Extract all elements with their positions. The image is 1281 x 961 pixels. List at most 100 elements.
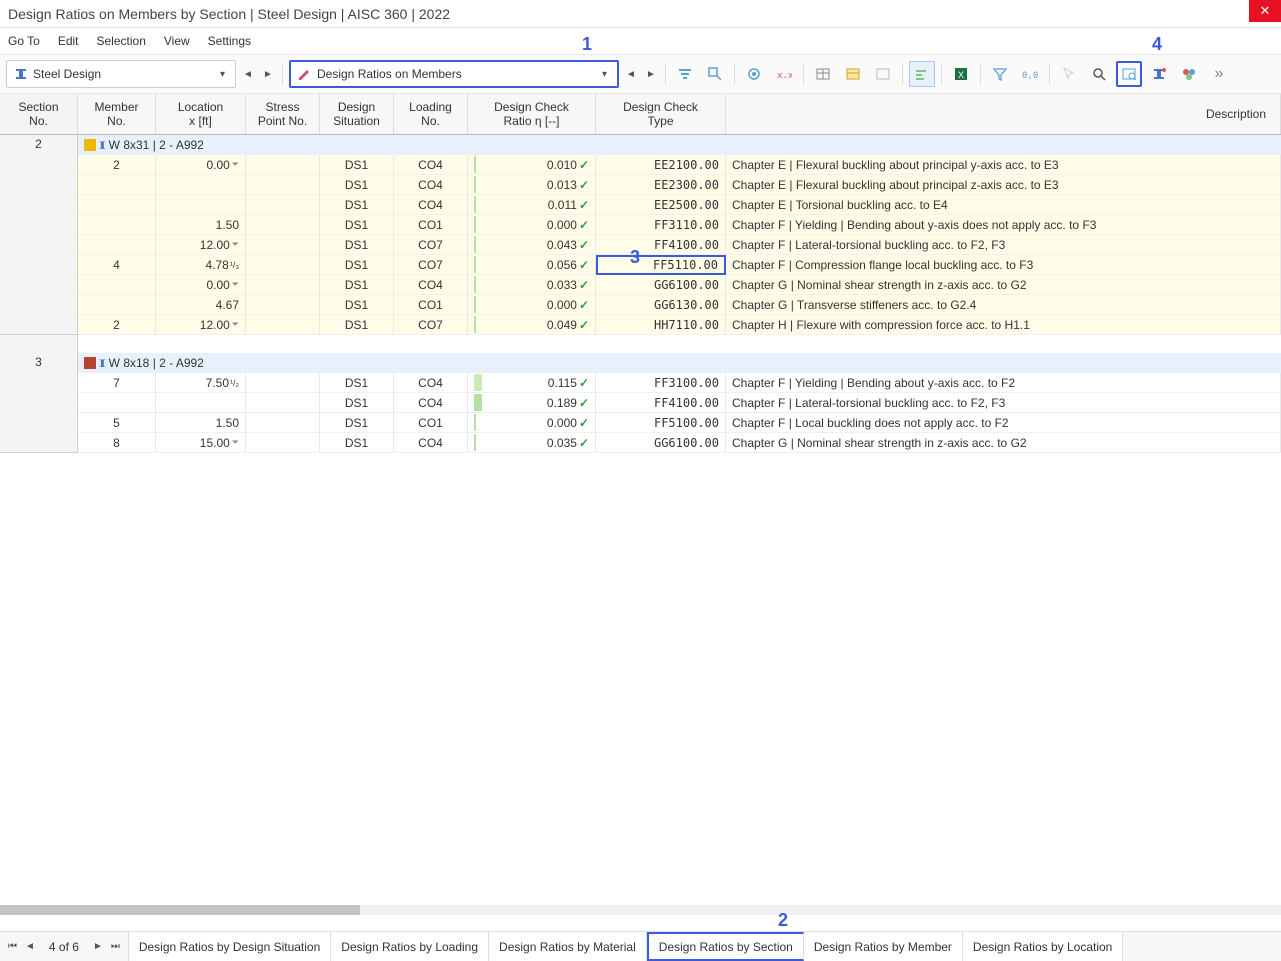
nav-last-button[interactable]: ⏭ xyxy=(109,939,122,954)
bottom-tab[interactable]: Design Ratios by Loading xyxy=(331,932,489,961)
module-next-button[interactable]: ► xyxy=(260,61,276,87)
table-row[interactable]: 44.78¹/₃DS1CO70.056✓FF5110.00Chapter F |… xyxy=(78,255,1281,275)
funnel-icon[interactable] xyxy=(987,61,1013,87)
details-icon[interactable] xyxy=(1116,61,1142,87)
table-prev-button[interactable]: ◄ xyxy=(623,61,639,87)
cell[interactable]: EE2500.00 xyxy=(596,195,726,215)
col-loading-header[interactable]: Loading No. xyxy=(394,94,468,134)
cell[interactable] xyxy=(246,175,320,195)
cell[interactable] xyxy=(156,195,246,215)
cell[interactable]: Chapter F | Yielding | Bending about y-a… xyxy=(726,215,1281,235)
horizontal-scrollbar[interactable] xyxy=(0,905,1281,915)
cell[interactable]: DS1 xyxy=(320,235,394,255)
cell[interactable]: 0.010✓ xyxy=(468,155,596,175)
section-id-cell[interactable]: 2 xyxy=(0,135,78,335)
cell[interactable]: CO7 xyxy=(394,235,468,255)
table-color-icon[interactable] xyxy=(840,61,866,87)
table-row[interactable]: DS1CO40.013✓EE2300.00Chapter E | Flexura… xyxy=(78,175,1281,195)
cell[interactable] xyxy=(78,175,156,195)
cell[interactable]: GG6130.00 xyxy=(596,295,726,315)
col-ds-header[interactable]: Design Situation xyxy=(320,94,394,134)
ratio-display-icon[interactable]: x.xx xyxy=(771,61,797,87)
cell[interactable]: 0.011✓ xyxy=(468,195,596,215)
table-row[interactable]: 77.50¹/₂DS1CO40.115✓FF3100.00Chapter F |… xyxy=(78,373,1281,393)
search-icon[interactable] xyxy=(1086,61,1112,87)
cell[interactable]: DS1 xyxy=(320,195,394,215)
cell[interactable]: Chapter F | Yielding | Bending about y-a… xyxy=(726,373,1281,393)
cell[interactable]: 5 xyxy=(78,413,156,433)
col-ratio-header[interactable]: Design Check Ratio η [--] xyxy=(468,94,596,134)
cell[interactable]: 0.033✓ xyxy=(468,275,596,295)
cell[interactable]: CO1 xyxy=(394,215,468,235)
cell[interactable]: 0.035✓ xyxy=(468,433,596,453)
table-row[interactable]: 12.00 ⏷DS1CO70.043✓FF4100.00Chapter F | … xyxy=(78,235,1281,255)
cell[interactable]: CO7 xyxy=(394,315,468,335)
colors-icon[interactable] xyxy=(1176,61,1202,87)
cursor-icon[interactable] xyxy=(1056,61,1082,87)
cell[interactable]: 7.50¹/₂ xyxy=(156,373,246,393)
cell[interactable]: 4 xyxy=(78,255,156,275)
cell[interactable] xyxy=(78,235,156,255)
table-row[interactable]: 0.00 ⏷DS1CO40.033✓GG6100.00Chapter G | N… xyxy=(78,275,1281,295)
cell[interactable]: 0.00 ⏷ xyxy=(156,275,246,295)
cell[interactable]: GG6100.00 xyxy=(596,433,726,453)
cell[interactable] xyxy=(246,195,320,215)
cell[interactable]: CO4 xyxy=(394,195,468,215)
cell[interactable]: Chapter F | Compression flange local buc… xyxy=(726,255,1281,275)
cell[interactable] xyxy=(78,393,156,413)
bottom-tab[interactable]: Design Ratios by Material xyxy=(489,932,647,961)
cell[interactable]: FF5100.00 xyxy=(596,413,726,433)
menu-view[interactable]: View xyxy=(164,34,190,48)
cell[interactable]: 15.00 ⏷ xyxy=(156,433,246,453)
cell[interactable] xyxy=(78,215,156,235)
scrollbar-thumb[interactable] xyxy=(0,905,360,915)
table-next-button[interactable]: ► xyxy=(643,61,659,87)
col-section-header[interactable]: Section No. xyxy=(0,94,78,134)
cell[interactable]: CO4 xyxy=(394,175,468,195)
cell[interactable]: Chapter E | Torsional buckling acc. to E… xyxy=(726,195,1281,215)
cell[interactable] xyxy=(246,433,320,453)
bottom-tab[interactable]: Design Ratios by Location xyxy=(963,932,1123,961)
cell[interactable]: Chapter E | Flexural buckling about prin… xyxy=(726,155,1281,175)
cell[interactable]: CO1 xyxy=(394,413,468,433)
table-row[interactable]: 20.00 ⏷DS1CO40.010✓EE2100.00Chapter E | … xyxy=(78,155,1281,175)
cell[interactable]: CO4 xyxy=(394,275,468,295)
section-group-row[interactable]: IW 8x31 | 2 - A992 xyxy=(78,135,1281,155)
cell[interactable]: Chapter G | Nominal shear strength in z-… xyxy=(726,433,1281,453)
cell[interactable] xyxy=(246,295,320,315)
cell[interactable]: Chapter F | Local buckling does not appl… xyxy=(726,413,1281,433)
bottom-tab[interactable]: Design Ratios by Section xyxy=(647,932,804,961)
cell[interactable]: CO4 xyxy=(394,373,468,393)
cell[interactable]: EE2300.00 xyxy=(596,175,726,195)
cell[interactable]: 0.043✓ xyxy=(468,235,596,255)
menu-edit[interactable]: Edit xyxy=(58,34,79,48)
close-button[interactable]: ✕ xyxy=(1249,0,1281,22)
cell[interactable] xyxy=(156,175,246,195)
bars-icon[interactable] xyxy=(909,61,935,87)
cell[interactable]: 1.50 xyxy=(156,413,246,433)
cell[interactable]: DS1 xyxy=(320,155,394,175)
table-row[interactable]: 212.00 ⏷DS1CO70.049✓HH7110.00Chapter H |… xyxy=(78,315,1281,335)
cell[interactable] xyxy=(246,315,320,335)
cell[interactable]: 0.189✓ xyxy=(468,393,596,413)
filter-icon[interactable] xyxy=(672,61,698,87)
cell[interactable]: DS1 xyxy=(320,215,394,235)
cell[interactable]: 0.049✓ xyxy=(468,315,596,335)
cell[interactable]: 0.000✓ xyxy=(468,413,596,433)
cell[interactable]: CO4 xyxy=(394,433,468,453)
cell[interactable]: FF5110.00 xyxy=(596,255,726,275)
cell[interactable]: 2 xyxy=(78,155,156,175)
section-id-cell[interactable]: 3 xyxy=(0,353,78,453)
cell[interactable]: 2 xyxy=(78,315,156,335)
cell[interactable]: 7 xyxy=(78,373,156,393)
table-row[interactable]: 815.00 ⏷DS1CO40.035✓GG6100.00Chapter G |… xyxy=(78,433,1281,453)
cell[interactable]: CO4 xyxy=(394,155,468,175)
cell[interactable] xyxy=(78,195,156,215)
cell[interactable]: 8 xyxy=(78,433,156,453)
cell[interactable]: DS1 xyxy=(320,315,394,335)
cell[interactable]: 0.000✓ xyxy=(468,295,596,315)
cell[interactable]: Chapter F | Lateral-torsional buckling a… xyxy=(726,235,1281,255)
cell[interactable]: DS1 xyxy=(320,255,394,275)
table-icon[interactable] xyxy=(810,61,836,87)
table-row[interactable]: DS1CO40.189✓FF4100.00Chapter F | Lateral… xyxy=(78,393,1281,413)
